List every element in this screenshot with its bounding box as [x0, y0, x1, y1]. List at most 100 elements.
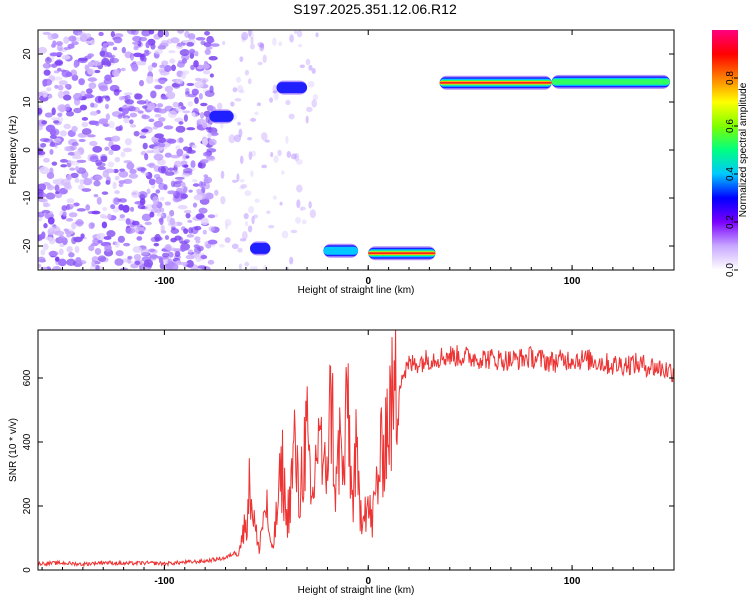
noise-speckle — [143, 51, 150, 57]
noise-speckle — [130, 206, 135, 212]
noise-speckle — [59, 130, 67, 137]
noise-speckle — [115, 126, 122, 132]
noise-speckle — [38, 263, 42, 269]
noise-speckle — [61, 205, 68, 212]
noise-speckle — [203, 42, 212, 47]
noise-speckle — [49, 167, 54, 175]
noise-speckle — [84, 65, 90, 72]
noise-speckle — [58, 258, 67, 267]
noise-speckle — [176, 61, 185, 68]
noise-speckle — [146, 150, 154, 154]
noise-speckle — [195, 239, 201, 244]
noise-speckle — [157, 165, 166, 174]
noise-speckle — [138, 230, 145, 235]
noise-speckle — [54, 184, 60, 192]
noise-speckle — [75, 256, 82, 264]
noise-speckle — [153, 107, 160, 113]
x-tick-label: 100 — [564, 576, 581, 587]
noise-speckle — [192, 183, 200, 187]
noise-speckle — [76, 159, 87, 163]
noise-speckle — [119, 267, 129, 270]
noise-speckle — [249, 43, 255, 50]
noise-speckle — [148, 118, 155, 123]
noise-speckle — [49, 52, 59, 57]
noise-speckle — [158, 117, 166, 122]
noise-speckle — [98, 85, 109, 92]
noise-speckle — [209, 85, 214, 94]
noise-speckle — [74, 221, 85, 225]
noise-speckle — [289, 256, 294, 265]
noise-speckle — [305, 106, 313, 113]
noise-speckle — [182, 167, 193, 174]
noise-speckle — [239, 179, 245, 183]
noise-speckle — [126, 30, 137, 35]
noise-speckle — [94, 248, 102, 255]
colorbar-tick-label: 0.8 — [725, 71, 736, 85]
noise-speckle — [148, 178, 156, 186]
noise-speckle — [81, 121, 89, 128]
noise-speckle — [207, 132, 212, 139]
noise-speckle — [100, 155, 108, 163]
noise-speckle — [88, 222, 95, 230]
noise-speckle — [51, 107, 56, 116]
noise-speckle — [202, 122, 208, 129]
noise-speckle — [272, 37, 277, 46]
noise-speckle — [207, 214, 216, 219]
noise-speckle — [47, 216, 55, 225]
noise-speckle — [194, 97, 199, 104]
noise-speckle — [186, 234, 195, 238]
noise-speckle — [40, 142, 47, 148]
noise-speckle — [46, 183, 52, 189]
spectrogram-heatmap — [38, 30, 670, 270]
noise-speckle — [56, 44, 63, 51]
noise-speckle — [96, 232, 106, 241]
noise-speckle — [132, 246, 143, 253]
noise-speckle — [114, 33, 124, 38]
noise-speckle — [77, 184, 85, 190]
noise-speckle — [113, 36, 123, 44]
noise-speckle — [198, 207, 208, 214]
noise-speckle — [68, 212, 78, 218]
noise-speckle — [91, 260, 97, 267]
noise-speckle — [38, 198, 48, 203]
noise-speckle — [231, 179, 238, 183]
noise-speckle — [172, 101, 179, 108]
ridge-band — [323, 246, 359, 255]
noise-speckle — [207, 239, 218, 245]
noise-speckle — [164, 30, 170, 38]
noise-speckle — [89, 140, 98, 147]
noise-speckle — [160, 224, 165, 233]
noise-speckle — [71, 141, 79, 147]
noise-speckle — [139, 79, 145, 87]
noise-speckle — [67, 152, 76, 156]
noise-speckle — [63, 123, 72, 129]
noise-speckle — [254, 111, 259, 116]
noise-speckle — [120, 67, 126, 72]
noise-speckle — [38, 192, 47, 198]
snr-y-ticks: 0 200 400 600 — [22, 369, 674, 573]
noise-speckle — [38, 256, 46, 263]
noise-speckle — [182, 110, 191, 114]
noise-speckle — [214, 213, 219, 218]
noise-speckle — [71, 125, 78, 133]
noise-speckle — [87, 61, 95, 67]
noise-speckle — [108, 149, 114, 155]
noise-speckle — [299, 206, 304, 212]
noise-speckle — [174, 176, 185, 180]
noise-speckle — [149, 211, 155, 218]
noise-speckle — [46, 93, 53, 99]
noise-speckle — [217, 102, 223, 110]
noise-speckle — [77, 32, 87, 36]
noise-speckle — [220, 170, 225, 179]
noise-speckle — [162, 252, 170, 258]
noise-speckle — [136, 60, 146, 66]
noise-speckle — [220, 196, 226, 205]
noise-speckle — [158, 217, 164, 223]
noise-speckle — [164, 171, 175, 176]
noise-speckle — [93, 193, 99, 198]
noise-speckle — [188, 48, 196, 54]
noise-speckle — [114, 241, 120, 248]
noise-speckle — [170, 228, 180, 235]
noise-speckle — [204, 30, 211, 36]
noise-speckle — [205, 192, 214, 200]
